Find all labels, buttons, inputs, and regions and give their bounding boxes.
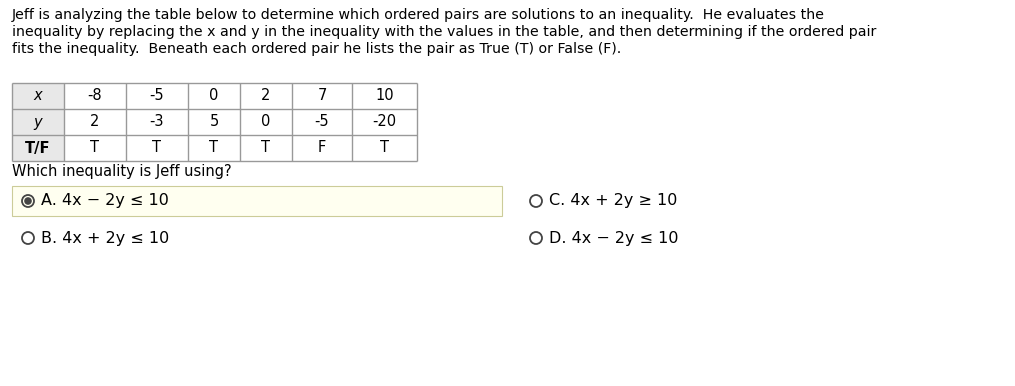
Text: x: x <box>33 88 43 103</box>
Text: Jeff is analyzing the table below to determine which ordered pairs are solutions: Jeff is analyzing the table below to det… <box>12 8 825 22</box>
Text: -5: -5 <box>149 88 164 103</box>
Text: B. 4x + 2y ≤ 10: B. 4x + 2y ≤ 10 <box>41 230 170 245</box>
Circle shape <box>24 197 31 205</box>
Text: -3: -3 <box>150 115 164 129</box>
Text: -20: -20 <box>373 115 397 129</box>
Text: fits the inequality.  Beneath each ordered pair he lists the pair as True (T) or: fits the inequality. Beneath each ordere… <box>12 42 621 56</box>
Text: T: T <box>209 141 218 156</box>
Text: 0: 0 <box>209 88 218 103</box>
Text: 7: 7 <box>318 88 327 103</box>
Text: F: F <box>318 141 326 156</box>
Text: 5: 5 <box>209 115 218 129</box>
Text: 0: 0 <box>261 115 271 129</box>
Text: inequality by replacing the x and y in the inequality with the values in the tab: inequality by replacing the x and y in t… <box>12 25 876 39</box>
Text: -8: -8 <box>87 88 103 103</box>
Text: T: T <box>152 141 161 156</box>
Text: T: T <box>262 141 271 156</box>
Text: D. 4x − 2y ≤ 10: D. 4x − 2y ≤ 10 <box>549 230 678 245</box>
Text: T: T <box>90 141 99 156</box>
Text: 2: 2 <box>90 115 99 129</box>
Text: -5: -5 <box>315 115 329 129</box>
FancyBboxPatch shape <box>12 135 64 161</box>
FancyBboxPatch shape <box>12 109 64 135</box>
Text: Which inequality is Jeff using?: Which inequality is Jeff using? <box>12 164 231 179</box>
FancyBboxPatch shape <box>12 186 502 216</box>
Text: y: y <box>33 115 43 129</box>
Text: T: T <box>380 141 389 156</box>
Text: A. 4x − 2y ≤ 10: A. 4x − 2y ≤ 10 <box>41 193 168 208</box>
FancyBboxPatch shape <box>12 83 64 109</box>
Text: C. 4x + 2y ≥ 10: C. 4x + 2y ≥ 10 <box>549 193 677 208</box>
Text: 2: 2 <box>261 88 271 103</box>
Text: T/F: T/F <box>25 141 51 156</box>
Text: 10: 10 <box>376 88 394 103</box>
